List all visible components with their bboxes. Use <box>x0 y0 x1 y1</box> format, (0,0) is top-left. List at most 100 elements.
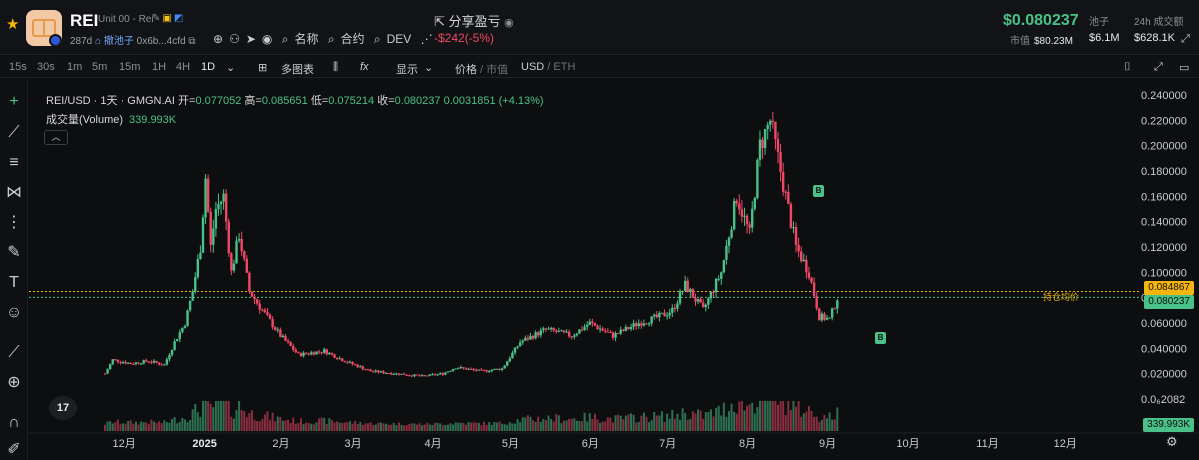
add-indicator-icon[interactable]: ⊞ <box>258 62 268 74</box>
pattern-icon[interactable]: ⋈ <box>6 184 22 201</box>
search-name-label[interactable]: 名称 <box>294 32 319 46</box>
open-label: 开= <box>178 95 196 107</box>
interval-30s[interactable]: 30s <box>37 61 55 73</box>
candle-body <box>763 129 767 148</box>
tradingview-logo[interactable]: 17 <box>49 396 77 420</box>
volume24-value: $628.1K <box>1134 32 1175 44</box>
price-mcap-toggle[interactable]: 价格 / 市值 <box>455 64 509 76</box>
buy-marker[interactable]: B <box>813 185 824 197</box>
emoji-icon[interactable]: ☺ <box>5 304 23 321</box>
volume-bar <box>397 422 400 431</box>
volume-bar <box>547 415 550 431</box>
candle-body <box>506 361 509 366</box>
volume-bar <box>560 423 563 431</box>
candle-body <box>387 373 390 375</box>
y-tick-label: 0.200000 <box>1141 141 1187 153</box>
volume-bar <box>274 421 277 431</box>
website-icon[interactable]: ⊕ <box>213 32 224 46</box>
share-icon[interactable]: ⋰ <box>420 32 433 46</box>
candle-body <box>745 215 749 225</box>
token-title: REI <box>70 11 99 30</box>
interval-chevron-icon[interactable]: ⌄ <box>226 62 236 74</box>
buy-marker[interactable]: B <box>875 332 886 344</box>
volume-bar <box>730 403 733 431</box>
display-chevron-icon[interactable]: ⌄ <box>424 62 434 74</box>
expand-icon[interactable]: ⤢ <box>1181 33 1190 45</box>
candle-body <box>800 251 803 262</box>
chain-icon <box>49 34 62 46</box>
candle-body <box>384 373 388 375</box>
volume-bar <box>428 424 431 431</box>
candle-body <box>369 369 372 372</box>
search-contract-label[interactable]: 合约 <box>340 32 365 46</box>
zoom-in-icon[interactable]: ⊕ <box>7 374 21 391</box>
candle-body <box>382 371 385 374</box>
interval-1h[interactable]: 1H <box>152 61 167 73</box>
display-button[interactable]: 显示 <box>396 64 418 76</box>
candle-body <box>560 330 563 332</box>
settings-icon[interactable]: ⚙ <box>1166 434 1178 449</box>
volume-bar <box>109 421 112 431</box>
volume-bar <box>346 422 349 431</box>
interval-15s[interactable]: 15s <box>9 61 27 73</box>
candle-body <box>508 358 512 362</box>
fullscreen-icon[interactable]: ⤢ <box>1154 61 1163 73</box>
candle-body <box>420 375 424 377</box>
horizontal-lines-icon[interactable]: ≡ <box>9 154 19 171</box>
panel-icon[interactable]: ▭ <box>1179 62 1190 74</box>
price-chart[interactable]: 0.240000 0.220000 0.200000 0.180000 0.160000… <box>29 79 1199 460</box>
contract-address[interactable]: 0x6b...4cfd <box>136 36 186 47</box>
volume-bar <box>199 416 202 431</box>
ruler-icon[interactable]: ⟋ <box>8 344 20 361</box>
share-pnl-button[interactable]: ⇱ 分享盈亏 ◉ <box>434 11 514 30</box>
volume-bar <box>315 422 318 431</box>
volume-bar <box>426 422 429 431</box>
volume-bar <box>557 415 560 431</box>
volume-bar <box>181 418 184 431</box>
volume-bar <box>645 416 648 431</box>
trend-line-icon[interactable]: ⟋ <box>8 124 20 141</box>
interval-1d[interactable]: 1D <box>201 61 216 73</box>
interval-5m[interactable]: 5m <box>92 61 108 73</box>
fib-icon[interactable]: ⋮ <box>6 214 22 231</box>
interval-1m[interactable]: 1m <box>67 61 83 73</box>
candle-body <box>441 373 444 375</box>
copy-icon[interactable]: ⧉ <box>188 36 196 47</box>
magnet-icon[interactable]: ∩ <box>8 414 20 431</box>
candle-body <box>304 352 308 354</box>
volume-bar <box>642 412 645 431</box>
pool-stat: 池子 $6.1M <box>1089 13 1120 44</box>
camera-icon[interactable]: ⌷ <box>1124 61 1131 73</box>
candle-body <box>165 359 169 365</box>
candle-body <box>333 354 336 358</box>
function-icon[interactable]: fx <box>360 61 369 73</box>
candle-type-icon[interactable]: ⫼ <box>333 61 339 73</box>
pool-link[interactable]: 撤池子 <box>103 36 134 47</box>
telegram-icon[interactable]: ➤ <box>245 32 256 46</box>
search-name-icon[interactable]: ⌕ <box>281 32 289 46</box>
user-icon[interactable]: ⚇ <box>229 32 240 46</box>
text-icon[interactable]: T <box>9 274 19 291</box>
candle-body <box>792 227 795 229</box>
search-dev-icon[interactable]: ⌕ <box>373 32 381 46</box>
interval-4h[interactable]: 4H <box>176 61 191 73</box>
crosshair-icon[interactable]: + <box>9 93 19 110</box>
search-dev-label[interactable]: DEV <box>386 32 412 46</box>
volume-bar <box>163 420 166 431</box>
multi-chart-button[interactable]: 多图表 <box>281 64 314 76</box>
candle-body <box>219 201 223 204</box>
volume-bar <box>400 424 403 431</box>
brush-icon[interactable]: ✎ <box>7 244 21 261</box>
pencil-lock-icon[interactable]: ✐ <box>7 441 21 458</box>
interval-15m[interactable]: 15m <box>119 61 141 73</box>
candle-body <box>224 193 228 222</box>
extra-icon[interactable]: ◉ <box>261 32 273 46</box>
collapse-legend-button[interactable]: ︿ <box>44 130 68 145</box>
favorite-star-icon[interactable]: ★ <box>6 16 20 33</box>
search-contract-icon[interactable]: ⌕ <box>327 32 335 46</box>
volume-bar <box>369 422 372 431</box>
candle-body <box>555 330 558 332</box>
currency-toggle[interactable]: USD / ETH <box>521 61 576 73</box>
volume-bar <box>284 420 287 431</box>
volume-bar <box>261 419 264 431</box>
